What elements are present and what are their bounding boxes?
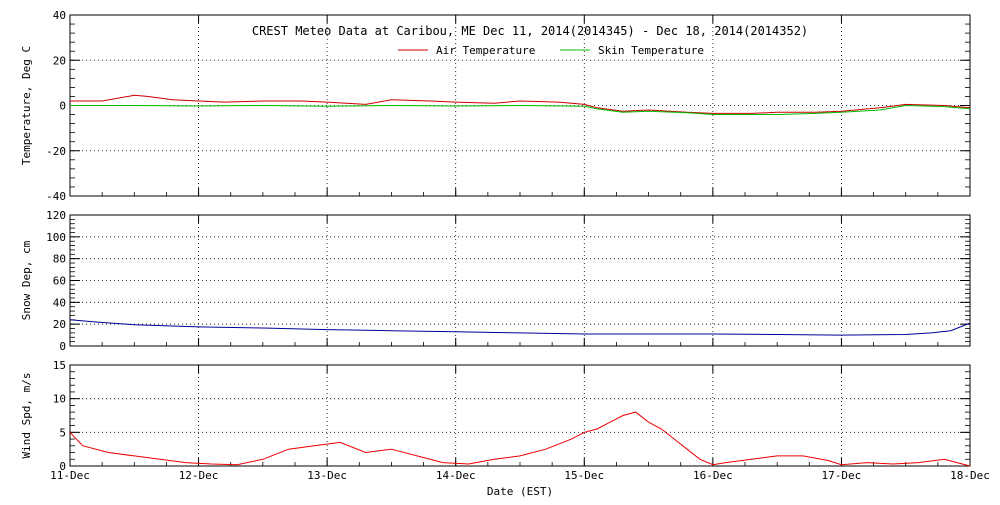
y-tick-label: 15 <box>53 359 66 372</box>
x-tick-label: 18-Dec <box>950 469 990 482</box>
y-tick-label: 120 <box>46 209 66 222</box>
series-line-2-0 <box>69 411 971 467</box>
y-tick-label: 20 <box>53 318 66 331</box>
y-tick-label: -20 <box>46 145 66 158</box>
x-tick-label: 13-Dec <box>307 469 347 482</box>
plot-frame-2 <box>69 364 971 467</box>
y-tick-label: 0 <box>59 460 66 473</box>
x-axis-label: Date (EST) <box>487 485 553 498</box>
y-tick-label: 0 <box>59 340 66 353</box>
y-tick-label: 40 <box>53 9 66 22</box>
x-tick-label: 14-Dec <box>436 469 476 482</box>
series-line-0-0 <box>70 94 971 114</box>
y-tick-label: -40 <box>46 190 66 203</box>
y-tick-label: 60 <box>53 275 66 288</box>
series-line-1-0 <box>69 319 971 336</box>
y-tick-label: 20 <box>53 54 66 67</box>
y-axis-label: Snow Dep, cm <box>20 240 33 320</box>
y-tick-label: 0 <box>59 100 66 113</box>
x-tick-label: 11-Dec <box>50 469 90 482</box>
y-tick-label: 80 <box>53 253 66 266</box>
legend-label: Air Temperature <box>436 44 535 57</box>
x-tick-label: 16-Dec <box>693 469 733 482</box>
y-axis-label: Temperature, Deg C <box>20 46 33 165</box>
chart-title: CREST Meteo Data at Caribou, ME Dec 11, … <box>252 24 808 38</box>
y-tick-label: 5 <box>59 426 66 439</box>
legend-label: Skin Temperature <box>598 44 704 57</box>
series-line-0-1 <box>70 104 971 115</box>
x-tick-label: 17-Dec <box>822 469 862 482</box>
y-axis-label: Wind Spd, m/s <box>20 372 33 458</box>
x-tick-label: 15-Dec <box>564 469 604 482</box>
y-tick-label: 10 <box>53 393 66 406</box>
y-tick-label: 100 <box>46 231 66 244</box>
y-tick-label: 40 <box>53 296 66 309</box>
x-tick-label: 12-Dec <box>179 469 219 482</box>
